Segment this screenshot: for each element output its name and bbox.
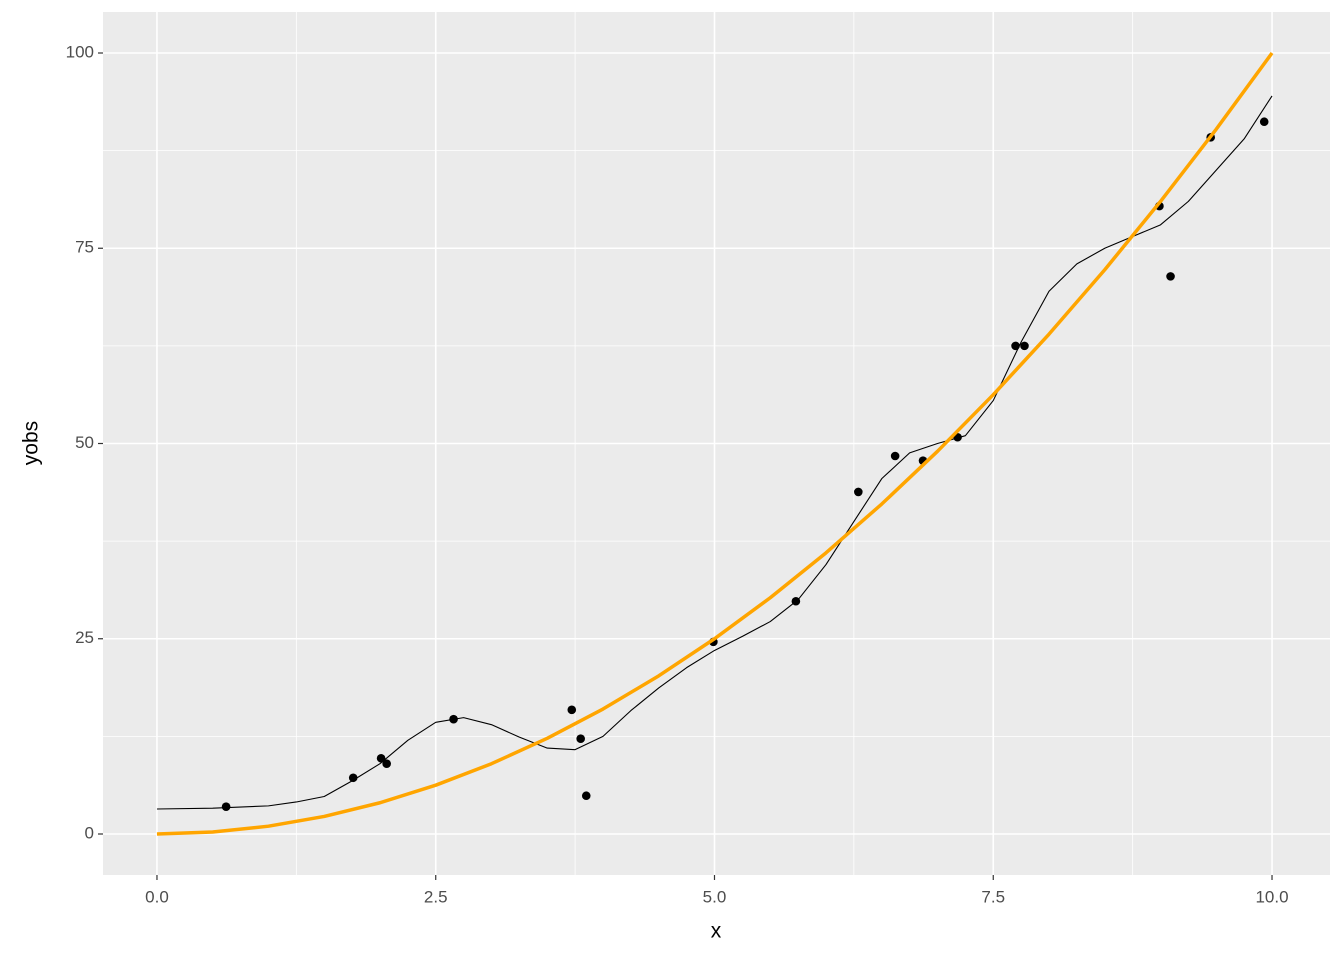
point xyxy=(1259,117,1269,127)
point xyxy=(576,734,585,744)
point xyxy=(1020,341,1029,351)
point xyxy=(221,802,231,811)
line xyxy=(156,95,1273,810)
point xyxy=(348,773,358,783)
x-tick-label: 0.0 xyxy=(145,887,169,906)
x-tick-label: 2.5 xyxy=(424,887,448,906)
y-axis-title: yobs xyxy=(20,421,43,465)
point xyxy=(890,451,900,461)
point xyxy=(854,487,863,497)
x-tick-label: 5.0 xyxy=(703,887,727,906)
point xyxy=(567,705,577,715)
y-tick-label: 100 xyxy=(66,42,94,61)
point xyxy=(1011,341,1020,351)
y-tick-label: 75 xyxy=(75,238,94,257)
y-tick-label: 25 xyxy=(75,628,94,647)
line xyxy=(156,51,1274,836)
point xyxy=(1166,272,1175,281)
point xyxy=(581,791,591,801)
x-axis-title: x xyxy=(711,920,722,943)
point xyxy=(382,759,391,769)
x-tick-label: 10.0 xyxy=(1255,887,1288,906)
y-tick-label: 0 xyxy=(85,823,94,842)
y-tick-label: 50 xyxy=(75,433,94,452)
x-tick-label: 7.5 xyxy=(981,887,1005,906)
